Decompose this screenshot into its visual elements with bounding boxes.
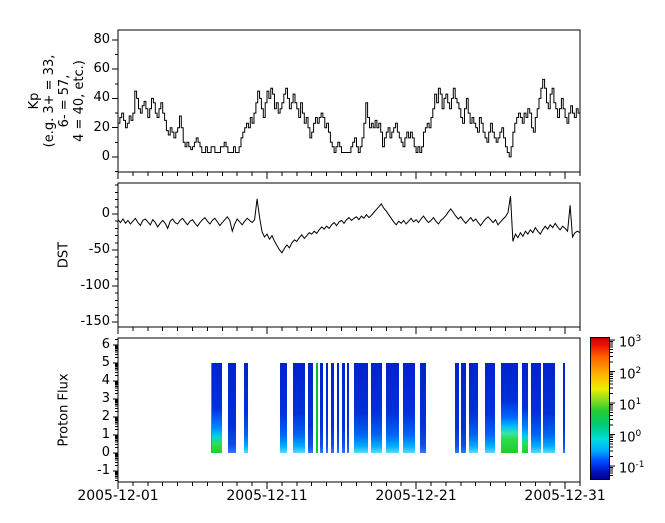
proton-flux-bar [403, 363, 415, 453]
proton-flux-bar [386, 363, 400, 453]
dst-ytick-label: -100 [80, 277, 110, 293]
proton-flux-bar [563, 363, 565, 453]
dst-ytick-label: 0 [101, 205, 110, 221]
proton-flux-bar [460, 363, 466, 453]
proton-flux-bar [420, 363, 426, 453]
proton-flux-bar [543, 363, 556, 453]
proton-flux-bar [308, 363, 314, 453]
proton_flux-ytick-label: 2 [101, 409, 110, 425]
proton_flux-ytick-label: -1 [97, 463, 110, 479]
proton_flux-ytick-label: 3 [101, 391, 110, 407]
x-tick-label: 2005-12-21 [375, 488, 457, 504]
proton_flux-ytick-label: 1 [101, 427, 110, 443]
proton-flux-bar [500, 363, 519, 453]
proton-flux-bar [316, 363, 318, 453]
colorbar [590, 337, 610, 480]
proton-flux-bar [531, 363, 542, 453]
proton-flux-bar [346, 363, 349, 453]
proton-flux-bar [210, 363, 213, 453]
proton-flux-bar [468, 363, 478, 453]
proton_flux-ytick-label: 6 [101, 337, 110, 353]
colorbar-tick-label: 103 [619, 334, 642, 351]
dst-line [117, 195, 581, 254]
proton-flux-bar [212, 363, 222, 453]
dst-frame [117, 182, 581, 328]
colorbar-tick-label: 101 [619, 397, 642, 414]
x-tick-label: 2005-12-01 [77, 488, 159, 504]
kp-ytick-label: 80 [93, 31, 110, 47]
dst-ytick-label: -50 [88, 241, 110, 257]
proton-flux-bar [370, 363, 383, 453]
colorbar-tick-label: 100 [619, 428, 642, 445]
proton-flux-bar [336, 363, 340, 453]
proton-flux-bar [484, 363, 495, 453]
kp-ytick-label: 40 [93, 90, 110, 106]
proton-flux-bar [320, 363, 324, 453]
proton-flux-bar [243, 363, 249, 453]
colorbar-tick-label: 102 [619, 365, 642, 382]
kp-ytick-label: 20 [93, 119, 110, 135]
colorbar-tick-label: 10-1 [619, 460, 645, 477]
proton-flux-bar [522, 363, 529, 453]
x-tick-label: 2005-12-11 [226, 488, 308, 504]
proton-flux-bar [341, 363, 345, 453]
proton-flux-bar [353, 363, 368, 453]
kp-line [118, 78, 580, 158]
dst-ytick-label: -150 [80, 313, 110, 329]
proton-flux-bar [331, 363, 335, 453]
x-tick-label: 2005-12-31 [524, 488, 606, 504]
proton-flux-bar [325, 363, 329, 453]
proton-flux-bar [454, 363, 459, 453]
kp-ytick-label: 60 [93, 61, 110, 77]
proton-flux-heatmap [118, 338, 580, 482]
proton_flux-ytick-label: 0 [101, 445, 110, 461]
proton-flux-bar [227, 363, 237, 453]
proton_flux-frame [117, 337, 581, 483]
proton_flux-ytick-label: 4 [101, 373, 110, 389]
proton_flux-ytick-label: 5 [101, 355, 110, 371]
proton-flux-bar [293, 363, 305, 453]
proton-flux-bar [279, 363, 288, 453]
kp-frame [117, 29, 581, 173]
kp-ytick-label: 0 [101, 148, 110, 164]
